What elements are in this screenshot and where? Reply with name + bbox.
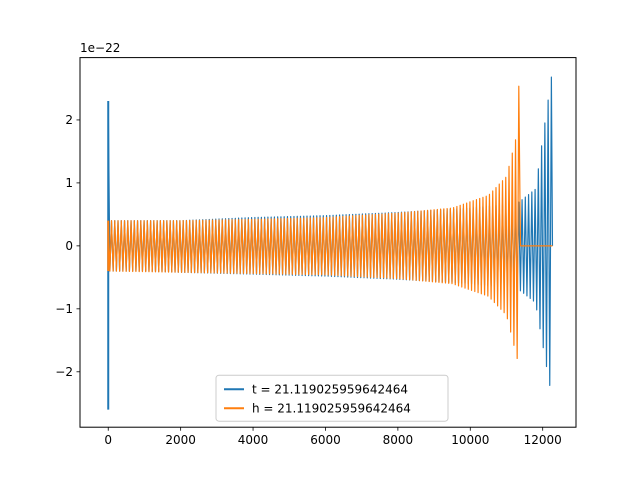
x-axis: 0 2000 4000 6000 8000 10000 12000 [104, 427, 562, 447]
y-tick-label: 0 [65, 239, 73, 253]
legend-frame [215, 374, 449, 422]
y-tick-label: 2 [65, 113, 73, 127]
x-tick-label: 6000 [310, 433, 341, 447]
series-line-h [107, 85, 553, 360]
legend-label-h: h = 21.119025959642464 [252, 402, 411, 416]
y-tick-label: −2 [55, 365, 73, 379]
x-tick-label: 12000 [524, 433, 562, 447]
y-tick-label: −1 [55, 302, 73, 316]
axes-frame [79, 57, 577, 428]
y-axis: −2 −1 0 1 2 [55, 113, 80, 379]
x-tick-label: 8000 [383, 433, 414, 447]
legend: t = 21.119025959642464 h = 21.11902595964… [215, 374, 449, 422]
legend-label-t: t = 21.119025959642464 [252, 383, 408, 397]
y-offset-text: 1e−22 [80, 41, 120, 55]
x-tick-label: 10000 [451, 433, 489, 447]
series-layer [107, 76, 554, 410]
x-tick-label: 4000 [238, 433, 269, 447]
x-tick-label: 0 [104, 433, 112, 447]
y-tick-label: 1 [65, 176, 73, 190]
x-tick-label: 2000 [165, 433, 196, 447]
